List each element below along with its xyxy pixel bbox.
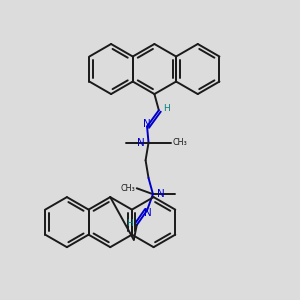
Text: N: N: [143, 119, 151, 129]
Text: CH₃: CH₃: [121, 184, 135, 193]
Text: N: N: [144, 208, 152, 218]
Text: H: H: [126, 219, 133, 228]
Text: N: N: [137, 138, 145, 148]
Text: H: H: [163, 104, 169, 113]
Text: N: N: [157, 189, 164, 199]
Text: CH₃: CH₃: [172, 138, 187, 147]
